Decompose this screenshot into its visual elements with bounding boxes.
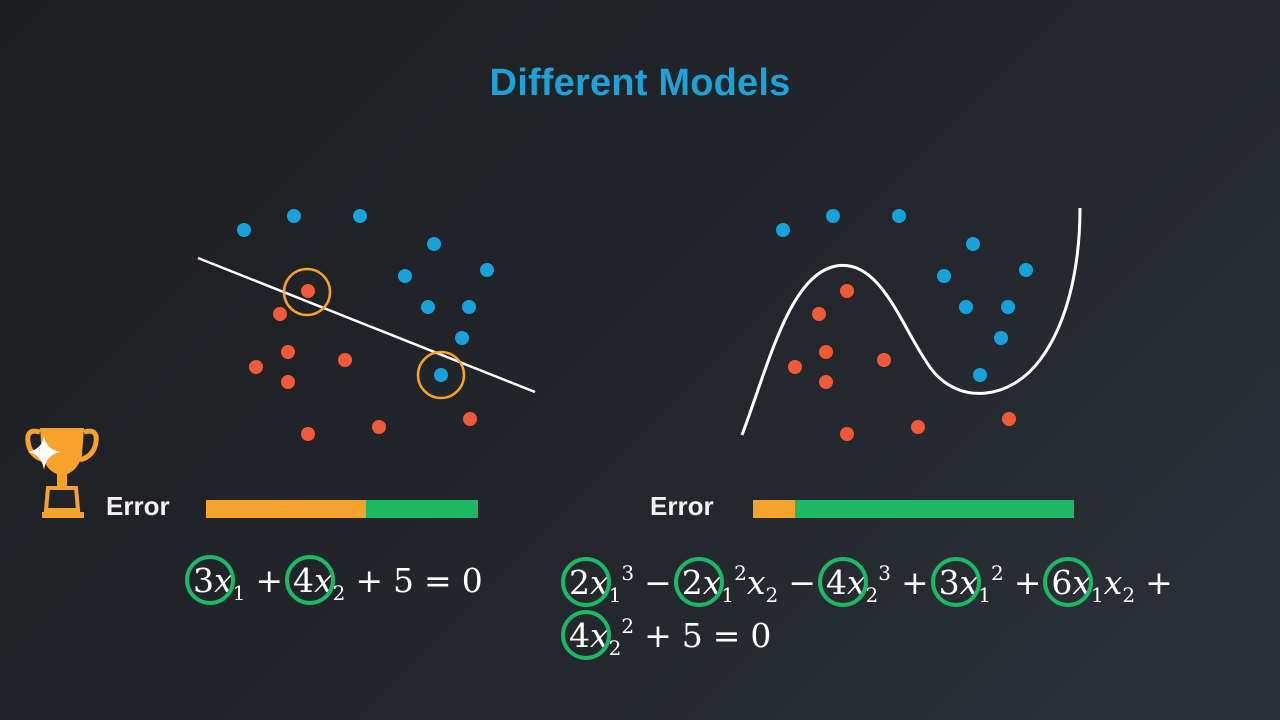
misclassified-highlight	[416, 350, 466, 400]
polynomial-equation-line-2: 4x22 + 5 = 0	[561, 610, 772, 660]
linear-equation: 3x1 + 4x2 + 5 = 0	[185, 555, 483, 605]
blue-point	[398, 269, 412, 283]
coef-highlight: 2	[561, 557, 611, 607]
blue-point	[937, 269, 951, 283]
linear-boundary-line	[197, 256, 536, 394]
red-point	[281, 345, 295, 359]
red-point	[301, 284, 315, 298]
left-error-remaining	[366, 500, 478, 518]
blue-point	[480, 263, 494, 277]
red-point	[877, 353, 891, 367]
blue-point	[892, 209, 906, 223]
red-point	[372, 420, 386, 434]
coef-highlight: 6	[1043, 557, 1094, 607]
sparkle-icon	[28, 436, 60, 470]
red-point	[249, 360, 263, 374]
coef-highlight: 4	[285, 555, 336, 605]
red-point	[911, 420, 925, 434]
blue-point	[287, 209, 301, 223]
blue-point	[959, 300, 973, 314]
blue-point	[427, 237, 441, 251]
left-scatter	[197, 209, 536, 441]
red-point	[819, 375, 833, 389]
polynomial-equation-line-1: 2x13 − 2x12x2 − 4x23 + 3x12 + 6x1x2 +	[561, 557, 1173, 607]
coef-highlight: 4	[817, 557, 868, 607]
blue-point	[462, 300, 476, 314]
blue-point	[434, 368, 448, 382]
trophy-icon	[25, 428, 99, 518]
red-point	[301, 427, 315, 441]
polynomial-boundary-curve	[740, 207, 1082, 436]
left-error-bar	[206, 500, 478, 518]
blue-point	[973, 368, 987, 382]
red-point	[840, 427, 854, 441]
red-point	[273, 307, 287, 321]
left-error-label: Error	[106, 491, 170, 521]
red-point	[788, 360, 802, 374]
red-point	[281, 375, 295, 389]
coef-highlight: 3	[930, 557, 981, 607]
page-title: Different Models	[489, 62, 791, 104]
right-error-label: Error	[650, 491, 714, 521]
coef-highlight: 3	[185, 555, 235, 605]
blue-point	[421, 300, 435, 314]
blue-point	[1001, 300, 1015, 314]
blue-point	[455, 331, 469, 345]
red-point	[819, 345, 833, 359]
right-error-bar	[753, 500, 1074, 518]
misclassified-highlight	[282, 267, 332, 317]
right-error-fill	[753, 500, 795, 518]
blue-point	[237, 223, 251, 237]
left-error-fill	[206, 500, 367, 518]
blue-point	[826, 209, 840, 223]
red-point	[840, 284, 854, 298]
blue-point	[353, 209, 367, 223]
blue-point	[1019, 263, 1033, 277]
right-error-remaining	[794, 500, 1074, 518]
blue-point	[994, 331, 1008, 345]
blue-point	[966, 237, 980, 251]
blue-point	[776, 223, 790, 237]
red-point	[338, 353, 352, 367]
coef-highlight: 2	[673, 557, 724, 607]
red-point	[463, 412, 477, 426]
red-point	[812, 307, 826, 321]
right-scatter	[740, 207, 1082, 441]
red-point	[1002, 412, 1016, 426]
coef-highlight: 4	[561, 610, 611, 660]
